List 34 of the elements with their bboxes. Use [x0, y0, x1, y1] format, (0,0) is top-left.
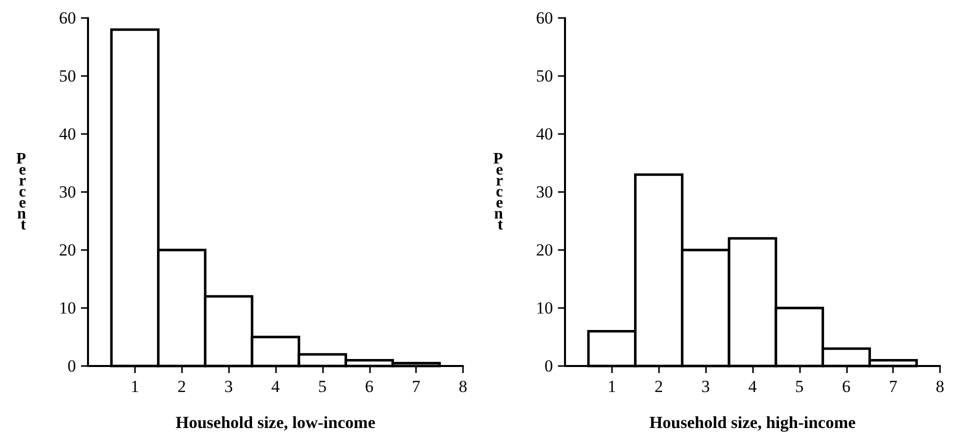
x-tick-label: 4 [748, 377, 758, 396]
x-axis-title: Household size, low-income [176, 413, 376, 432]
x-tick-label: 5 [795, 377, 804, 396]
x-tick-label: 2 [654, 377, 663, 396]
y-tick-label: 20 [59, 240, 76, 260]
x-tick-label: 3 [224, 377, 233, 396]
x-tick-label: 1 [608, 377, 616, 396]
x-tick-label: 8 [458, 377, 468, 396]
y-tick-label: 50 [536, 66, 553, 86]
x-tick-label: 6 [365, 377, 374, 396]
y-tick-label: 50 [59, 66, 76, 86]
x-tick-label: 3 [701, 377, 710, 396]
y-axis-title: Percent [16, 150, 27, 234]
y-tick-label: 30 [59, 182, 76, 202]
x-tick-label: 4 [271, 377, 280, 396]
x-tick-label: 5 [318, 377, 327, 396]
x-tick-label: 6 [842, 377, 850, 396]
x-tick-label: 2 [178, 377, 186, 396]
x-tick-label: 7 [412, 377, 421, 396]
y-tick-label: 10 [536, 298, 553, 318]
x-tick-label: 8 [936, 377, 944, 396]
y-tick-label: 60 [59, 8, 76, 28]
y-tick-label: 10 [59, 298, 76, 318]
y-axis-title: Percent [493, 150, 504, 234]
x-tick-label: 1 [130, 377, 140, 396]
y-tick-label: 40 [536, 124, 553, 144]
y-tick-label: 20 [536, 240, 553, 260]
y-tick-label: 0 [68, 356, 76, 376]
x-tick-label: 7 [888, 377, 898, 396]
y-tick-label: 0 [544, 356, 553, 376]
y-tick-label: 40 [59, 124, 76, 144]
y-tick-label: 60 [536, 8, 553, 28]
x-axis-title: Household size, high-income [649, 413, 856, 432]
y-tick-label: 30 [536, 182, 553, 202]
